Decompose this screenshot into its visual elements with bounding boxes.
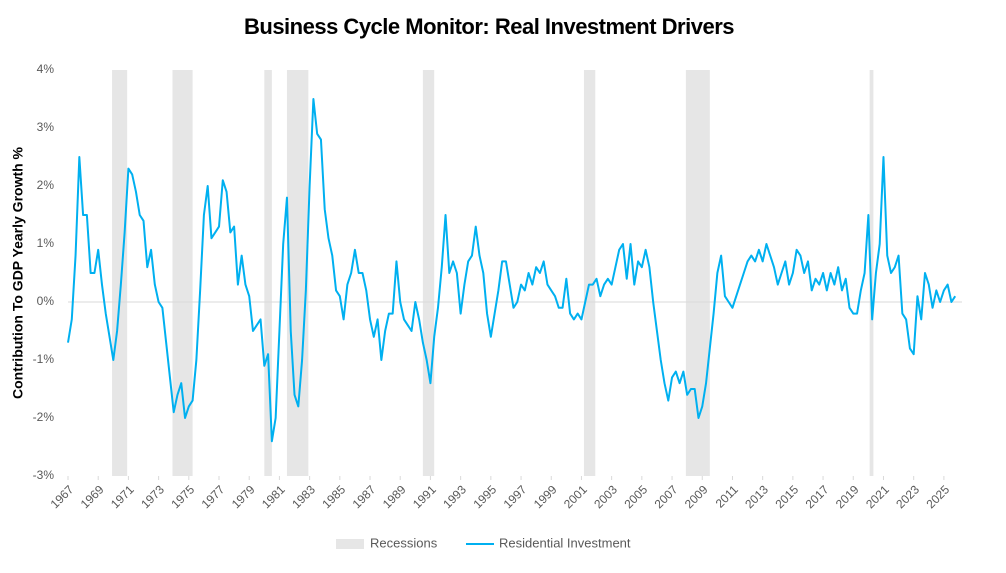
x-tick-label: 2015 — [772, 482, 801, 511]
x-tick-label: 1975 — [168, 482, 197, 511]
x-tick-label: 2013 — [742, 482, 771, 511]
y-tick-label: 1% — [37, 236, 55, 250]
x-tick-label: 1993 — [440, 482, 469, 511]
x-tick-label: 1981 — [259, 482, 288, 511]
recession-band — [112, 70, 128, 476]
x-tick-label: 1999 — [531, 482, 560, 511]
recession-band — [583, 70, 596, 476]
x-tick-label: 2011 — [713, 482, 741, 510]
x-tick-label: 1979 — [229, 482, 258, 511]
x-tick-label: 1995 — [470, 482, 499, 511]
x-tick-label: 2017 — [803, 482, 832, 511]
x-tick-label: 1985 — [319, 482, 348, 511]
legend-swatch — [336, 539, 364, 549]
x-tick-label: 1989 — [380, 482, 409, 511]
y-tick-label: 4% — [37, 62, 55, 76]
x-tick-label: 1969 — [78, 482, 107, 511]
x-tick-label: 2019 — [833, 482, 862, 511]
x-tick-label: 1977 — [199, 482, 228, 511]
x-tick-label: 1997 — [501, 482, 530, 511]
x-tick-label: 1991 — [410, 482, 439, 511]
series-line — [67, 98, 957, 443]
recession-band — [869, 70, 874, 476]
chart-title: Business Cycle Monitor: Real Investment … — [244, 14, 734, 39]
x-tick-label: 2023 — [893, 482, 922, 511]
x-tick-label: 1983 — [289, 482, 318, 511]
legend-label: Residential Investment — [499, 535, 631, 550]
legend-label: Recessions — [370, 535, 438, 550]
y-tick-label: 0% — [37, 294, 55, 308]
x-tick-label: 2003 — [591, 482, 620, 511]
y-tick-label: -1% — [33, 352, 55, 366]
recession-band — [264, 70, 272, 476]
x-tick-label: 1973 — [138, 482, 167, 511]
x-tick-label: 2001 — [561, 482, 590, 511]
y-axis-label: Contribution To GDP Yearly Growth % — [10, 146, 26, 399]
recession-band — [286, 70, 309, 476]
x-tick-label: 2021 — [863, 482, 892, 511]
recession-band — [685, 70, 710, 476]
x-tick-label: 1967 — [48, 482, 77, 511]
y-tick-label: 2% — [37, 178, 55, 192]
x-tick-label: 2009 — [682, 482, 711, 511]
y-tick-label: 3% — [37, 120, 55, 134]
recession-band — [172, 70, 193, 476]
x-tick-label: 1971 — [108, 482, 137, 511]
x-tick-label: 1987 — [350, 482, 379, 511]
x-tick-label: 2007 — [652, 482, 681, 511]
x-tick-label: 2005 — [621, 482, 650, 511]
y-tick-label: -3% — [33, 468, 55, 482]
recession-band — [422, 70, 435, 476]
y-tick-label: -2% — [33, 410, 55, 424]
x-tick-label: 2025 — [923, 482, 952, 511]
